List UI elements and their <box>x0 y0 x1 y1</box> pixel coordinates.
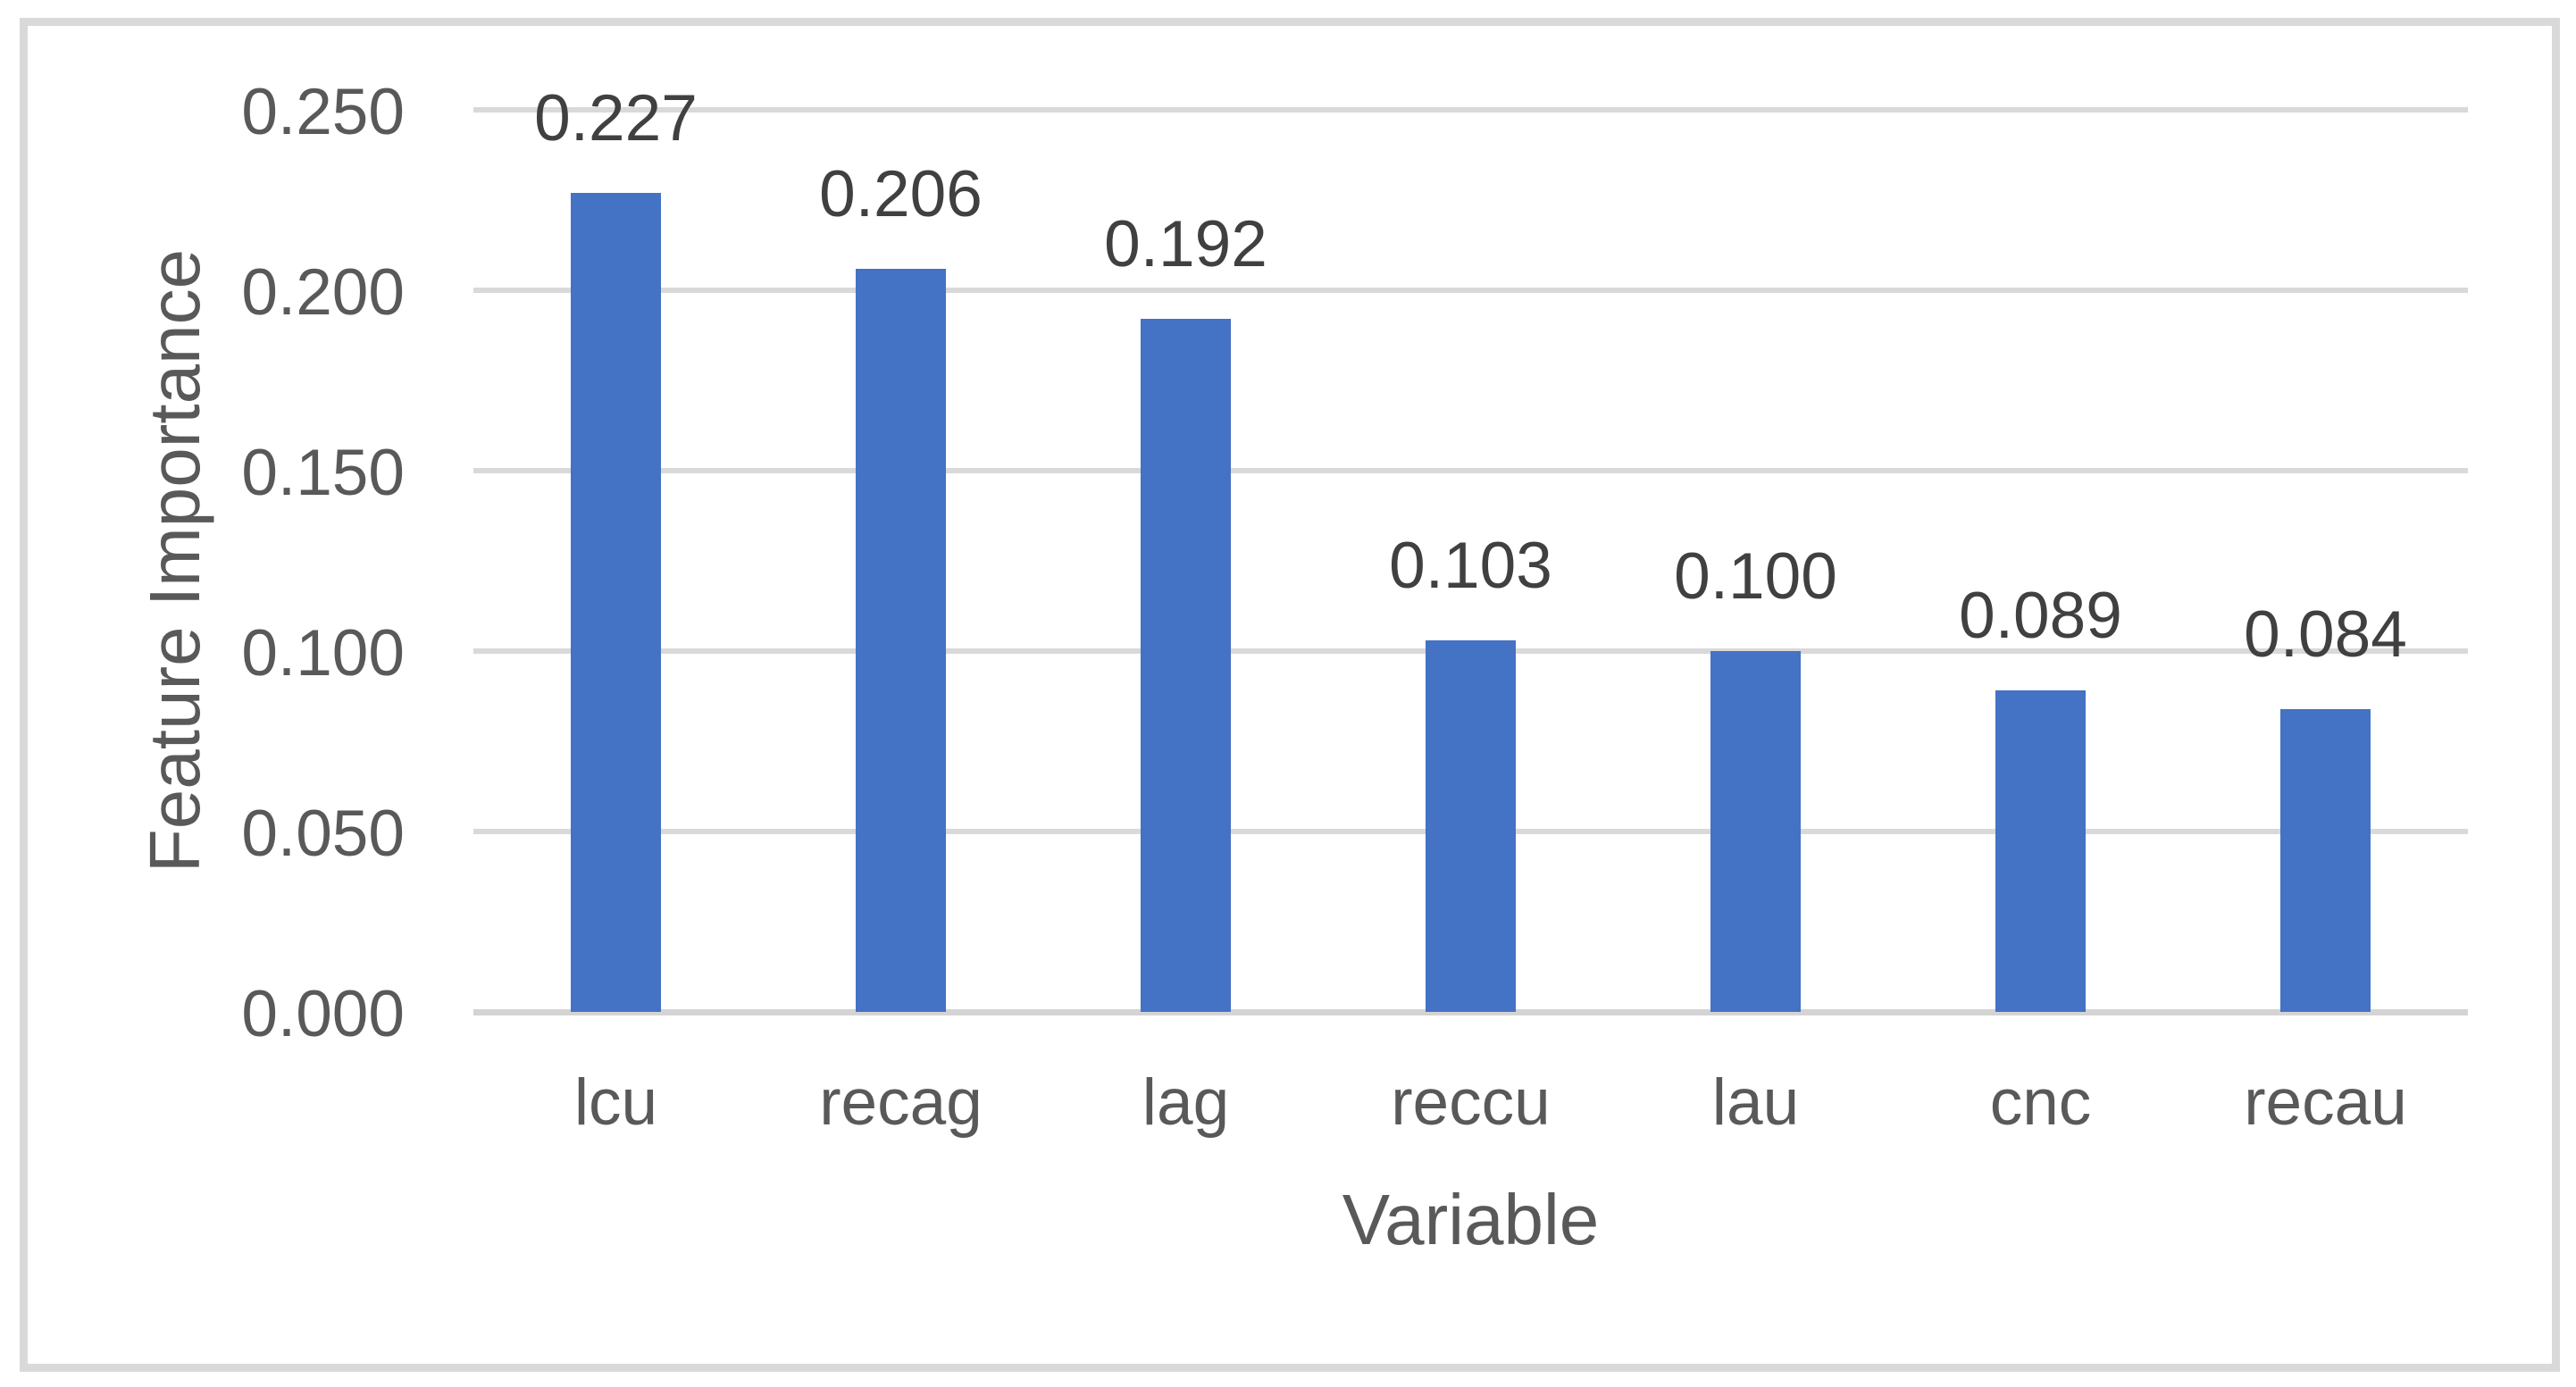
bar-recau <box>2280 709 2371 1012</box>
y-tick-label: 0.150 <box>241 437 405 509</box>
x-category-label: recag <box>819 1066 983 1139</box>
x-axis-line <box>473 1009 2468 1015</box>
bar-data-label: 0.089 <box>1959 580 2122 652</box>
bar-data-label: 0.084 <box>2244 598 2407 671</box>
bar-lau <box>1710 651 1801 1012</box>
bar-data-label: 0.206 <box>819 158 983 230</box>
bar-data-label: 0.192 <box>1104 208 1267 280</box>
bar-cnc <box>1995 690 2086 1012</box>
y-axis-title: Feature Importance <box>135 248 214 873</box>
gridline <box>473 288 2468 293</box>
x-category-label: reccu <box>1391 1066 1551 1139</box>
bar-recag <box>856 269 946 1012</box>
x-axis-title: Variable <box>1342 1180 1600 1259</box>
x-category-label: lcu <box>573 1066 658 1139</box>
x-category-label: lag <box>1142 1066 1230 1139</box>
chart-frame <box>20 18 2560 1372</box>
bar-lag <box>1141 319 1231 1012</box>
bar-reccu <box>1426 640 1516 1012</box>
x-category-label: lau <box>1711 1066 1800 1139</box>
y-tick-label: 0.050 <box>241 798 405 870</box>
x-category-label: cnc <box>1989 1066 2092 1139</box>
y-tick-label: 0.200 <box>241 256 405 329</box>
bar-data-label: 0.100 <box>1674 540 1837 613</box>
bar-lcu <box>571 193 661 1012</box>
bar-data-label: 0.227 <box>534 82 698 155</box>
bar-data-label: 0.103 <box>1389 530 1552 602</box>
gridline <box>473 107 2468 113</box>
y-tick-label: 0.100 <box>241 617 405 689</box>
y-tick-label: 0.250 <box>241 76 405 148</box>
x-category-label: recau <box>2244 1066 2407 1139</box>
y-tick-label: 0.000 <box>241 978 405 1050</box>
gridline <box>473 468 2468 473</box>
